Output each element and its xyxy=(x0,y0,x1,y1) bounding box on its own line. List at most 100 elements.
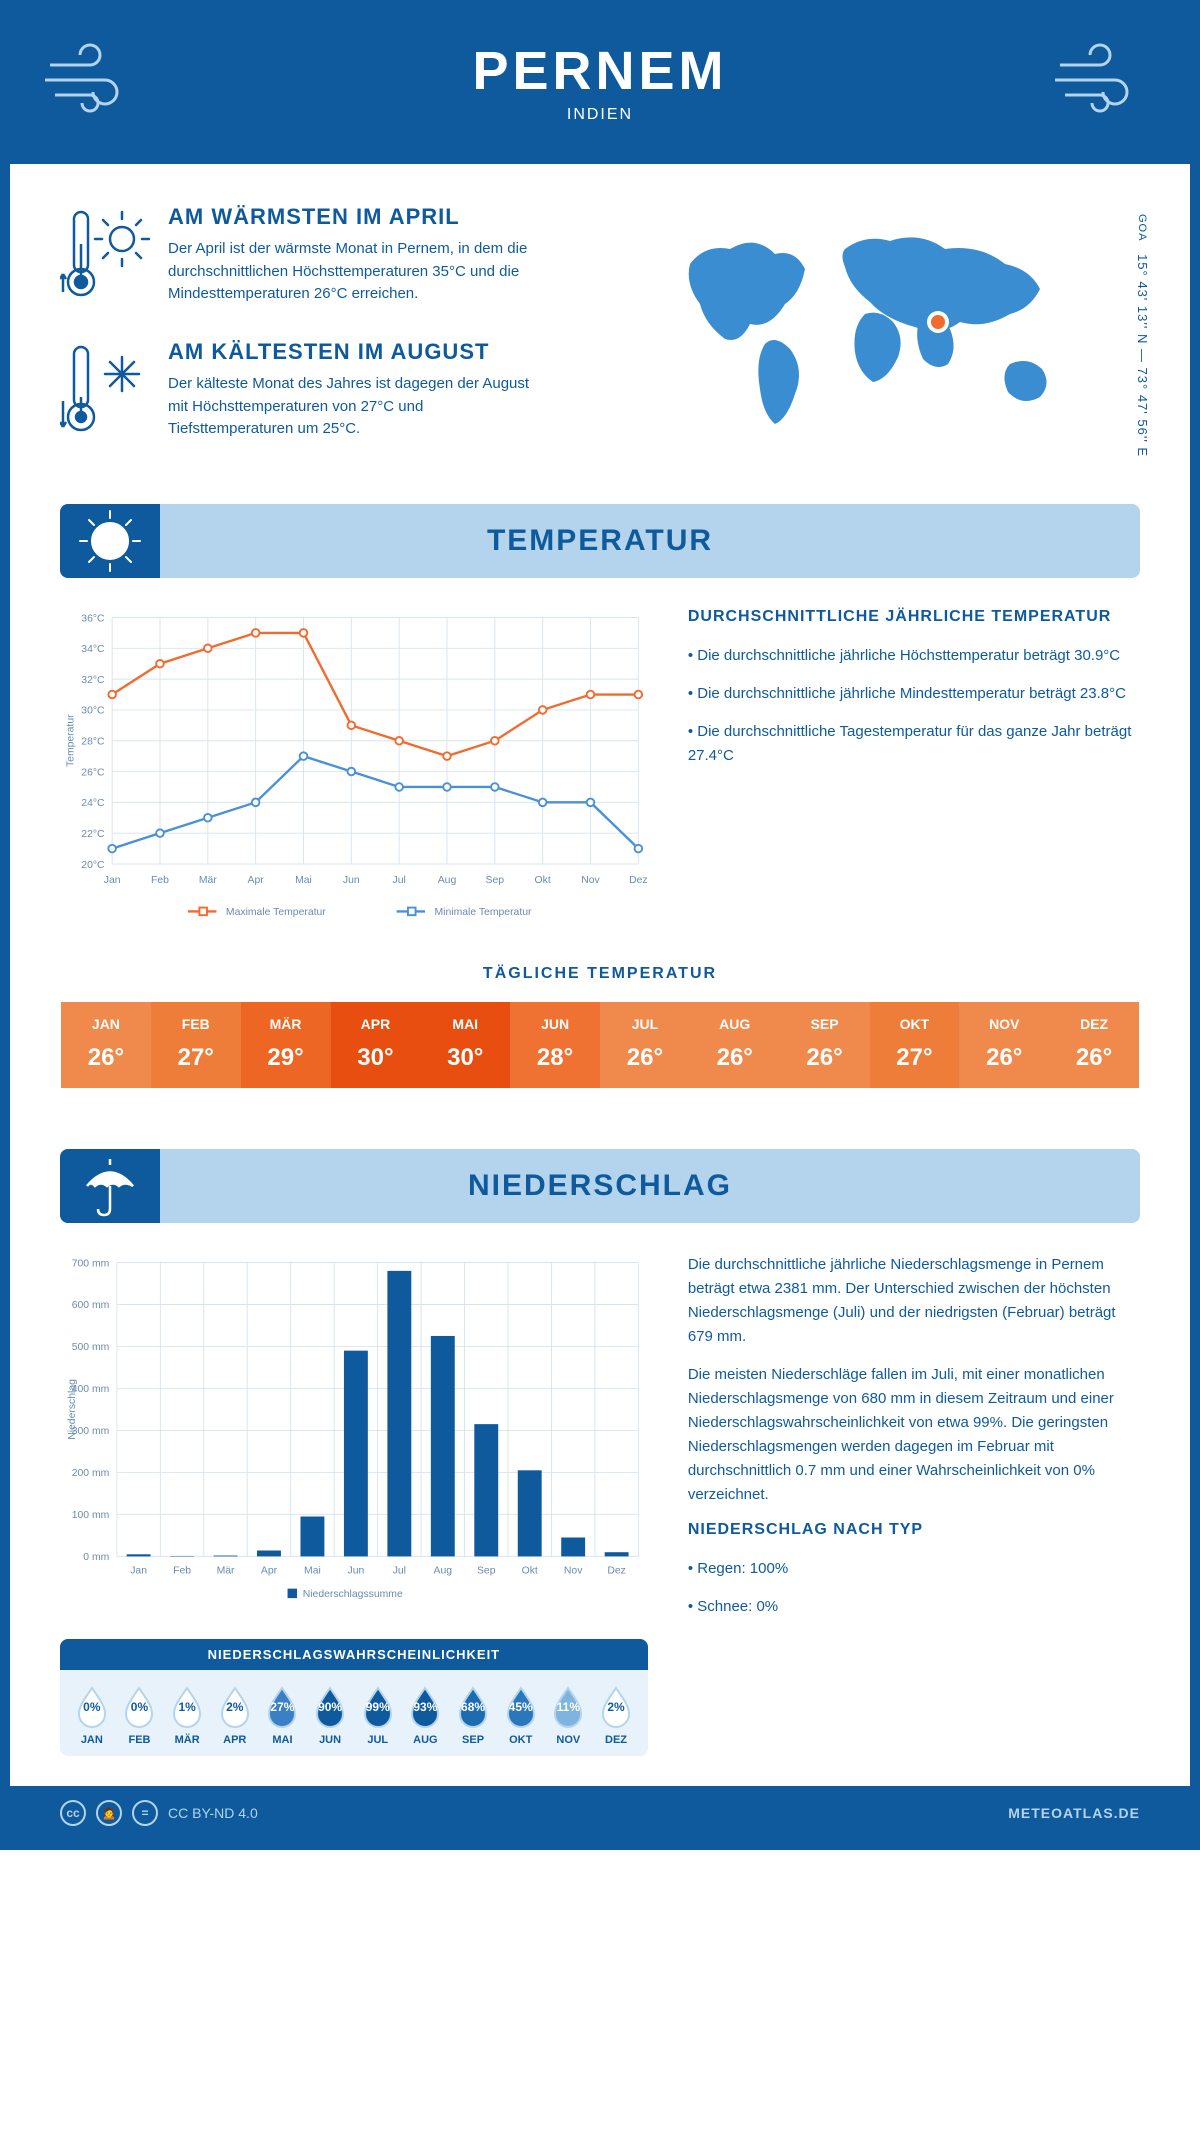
page-title: PERNEM xyxy=(30,40,1170,102)
temp-cell: JAN26° xyxy=(61,1002,151,1088)
svg-text:28°C: 28°C xyxy=(81,737,105,748)
svg-text:20°C: 20°C xyxy=(81,860,105,871)
svg-text:Jun: Jun xyxy=(347,1566,364,1577)
coldest-text: Der kälteste Monat des Jahres ist dagege… xyxy=(168,373,548,441)
svg-text:Sep: Sep xyxy=(486,875,505,886)
svg-text:Aug: Aug xyxy=(434,1566,453,1577)
svg-text:700 mm: 700 mm xyxy=(72,1259,110,1270)
svg-text:Jan: Jan xyxy=(104,875,121,886)
prob-cell: 27%MAI xyxy=(259,1684,307,1746)
daily-temp-title: TÄGLICHE TEMPERATUR xyxy=(60,965,1140,983)
temp-cell: APR30° xyxy=(331,1002,421,1088)
temp-cell: DEZ26° xyxy=(1049,1002,1139,1088)
precip-type-heading: NIEDERSCHLAG NACH TYP xyxy=(688,1521,1140,1539)
footer: cc 🙍 = CC BY-ND 4.0 METEOATLAS.DE xyxy=(10,1786,1190,1840)
svg-text:Jun: Jun xyxy=(343,875,360,886)
svg-text:0 mm: 0 mm xyxy=(83,1553,109,1564)
precip-type-bullet: Regen: 100% xyxy=(688,1557,1140,1581)
prob-cell: 68%SEP xyxy=(449,1684,497,1746)
svg-text:Feb: Feb xyxy=(151,875,169,886)
probability-box: NIEDERSCHLAGSWAHRSCHEINLICHKEIT 0%JAN0%F… xyxy=(60,1639,648,1756)
svg-text:34°C: 34°C xyxy=(81,644,105,655)
svg-text:30°C: 30°C xyxy=(81,706,105,717)
warmest-title: AM WÄRMSTEN IM APRIL xyxy=(168,204,548,230)
svg-text:Feb: Feb xyxy=(173,1566,191,1577)
world-map: GOA 15° 43' 13'' N — 73° 47' 56'' E xyxy=(620,204,1140,474)
section-title: TEMPERATUR xyxy=(60,524,1140,558)
svg-text:Apr: Apr xyxy=(248,875,265,886)
svg-text:Niederschlagssumme: Niederschlagssumme xyxy=(303,1590,403,1601)
svg-text:Mai: Mai xyxy=(295,875,312,886)
svg-text:Jul: Jul xyxy=(393,875,406,886)
svg-text:200 mm: 200 mm xyxy=(72,1469,110,1480)
section-title: NIEDERSCHLAG xyxy=(60,1169,1140,1203)
svg-text:500 mm: 500 mm xyxy=(72,1343,110,1354)
svg-text:Minimale Temperatur: Minimale Temperatur xyxy=(435,907,533,918)
svg-text:Okt: Okt xyxy=(535,875,551,886)
probability-title: NIEDERSCHLAGSWAHRSCHEINLICHKEIT xyxy=(60,1639,648,1670)
precipitation-banner: NIEDERSCHLAG xyxy=(60,1149,1140,1223)
prob-cell: 0%JAN xyxy=(68,1684,116,1746)
warmest-text: Der April ist der wärmste Monat in Perne… xyxy=(168,238,548,306)
svg-text:Dez: Dez xyxy=(629,875,648,886)
prob-cell: 2%DEZ xyxy=(592,1684,640,1746)
prob-cell: 11%NOV xyxy=(545,1684,593,1746)
temp-text-heading: DURCHSCHNITTLICHE JÄHRLICHE TEMPERATUR xyxy=(688,608,1140,626)
temp-cell: FEB27° xyxy=(151,1002,241,1088)
header: PERNEM INDIEN xyxy=(10,10,1190,164)
coordinates: GOA 15° 43' 13'' N — 73° 47' 56'' E xyxy=(1135,214,1150,457)
temp-cell: MÄR29° xyxy=(241,1002,331,1088)
by-icon: 🙍 xyxy=(96,1800,122,1826)
precipitation-chart: 0 mm100 mm200 mm300 mm400 mm500 mm600 mm… xyxy=(60,1253,648,1613)
svg-text:22°C: 22°C xyxy=(81,829,105,840)
thermometer-snow-icon xyxy=(60,339,150,444)
prob-cell: 99%JUL xyxy=(354,1684,402,1746)
svg-text:Maximale Temperatur: Maximale Temperatur xyxy=(226,907,326,918)
svg-text:Temperatur: Temperatur xyxy=(65,714,76,767)
sun-icon xyxy=(60,504,160,578)
svg-text:Jul: Jul xyxy=(393,1566,406,1577)
nd-icon: = xyxy=(132,1800,158,1826)
svg-text:Mär: Mär xyxy=(199,875,217,886)
prob-cell: 2%APR xyxy=(211,1684,259,1746)
prob-cell: 0%FEB xyxy=(116,1684,164,1746)
svg-text:Nov: Nov xyxy=(564,1566,583,1577)
svg-text:Mär: Mär xyxy=(217,1566,235,1577)
temp-cell: AUG26° xyxy=(690,1002,780,1088)
thermometer-sun-icon xyxy=(60,204,150,309)
svg-text:Nov: Nov xyxy=(581,875,600,886)
svg-text:Jan: Jan xyxy=(130,1566,147,1577)
svg-text:Dez: Dez xyxy=(607,1566,626,1577)
svg-text:Niederschlag: Niederschlag xyxy=(67,1379,78,1440)
svg-text:100 mm: 100 mm xyxy=(72,1511,110,1522)
precip-text-2: Die meisten Niederschläge fallen im Juli… xyxy=(688,1363,1140,1507)
svg-text:32°C: 32°C xyxy=(81,675,105,686)
precip-type-bullets: Regen: 100%Schnee: 0% xyxy=(688,1557,1140,1619)
temp-bullet: Die durchschnittliche jährliche Mindestt… xyxy=(688,682,1140,706)
svg-text:Mai: Mai xyxy=(304,1566,321,1577)
temp-bullet: Die durchschnittliche jährliche Höchstte… xyxy=(688,644,1140,668)
prob-cell: 45%OKT xyxy=(497,1684,545,1746)
prob-cell: 1%MÄR xyxy=(163,1684,211,1746)
svg-text:Apr: Apr xyxy=(261,1566,278,1577)
wind-icon xyxy=(1050,40,1160,125)
svg-text:Okt: Okt xyxy=(522,1566,538,1577)
prob-cell: 93%AUG xyxy=(402,1684,450,1746)
temp-cell: NOV26° xyxy=(959,1002,1049,1088)
svg-text:600 mm: 600 mm xyxy=(72,1301,110,1312)
temp-bullets: Die durchschnittliche jährliche Höchstte… xyxy=(688,644,1140,768)
svg-text:26°C: 26°C xyxy=(81,767,105,778)
svg-text:24°C: 24°C xyxy=(81,798,105,809)
temp-bullet: Die durchschnittliche Tagestemperatur fü… xyxy=(688,720,1140,768)
page-subtitle: INDIEN xyxy=(30,106,1170,124)
precip-text-1: Die durchschnittliche jährliche Niedersc… xyxy=(688,1253,1140,1349)
warmest-block: AM WÄRMSTEN IM APRIL Der April ist der w… xyxy=(60,204,580,309)
temp-cell: MAI30° xyxy=(420,1002,510,1088)
temperature-banner: TEMPERATUR xyxy=(60,504,1140,578)
wind-icon xyxy=(40,40,150,125)
temp-cell: SEP26° xyxy=(780,1002,870,1088)
coldest-title: AM KÄLTESTEN IM AUGUST xyxy=(168,339,548,365)
prob-cell: 90%JUN xyxy=(306,1684,354,1746)
temp-cell: JUL26° xyxy=(600,1002,690,1088)
license-text: CC BY-ND 4.0 xyxy=(168,1805,258,1821)
